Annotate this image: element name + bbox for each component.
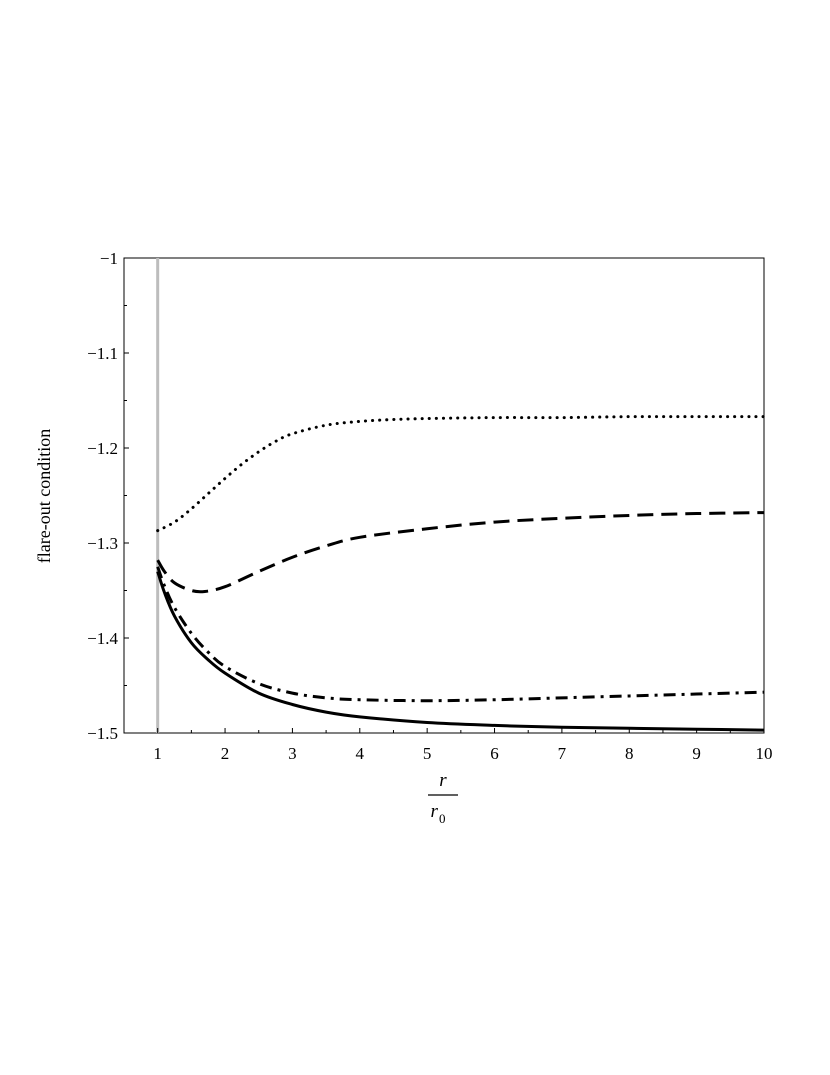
series-line-dashed [156,511,765,594]
y-tick-label: −1.3 [87,534,118,553]
y-tick-label: −1.1 [87,344,118,363]
x-axis-label-denominator-subscript: 0 [439,811,446,826]
y-tick-label: −1.2 [87,439,118,458]
x-axis-label-numerator: r [439,770,447,791]
x-axis-label-denominator: r0 [431,801,446,826]
series-line-solid [156,571,765,732]
y-tick-label: −1.5 [87,724,118,743]
x-tick-label: 5 [423,744,432,763]
y-tick-label: −1.4 [87,629,118,648]
y-axis-ticks: −1 −1.1 −1.2 −1.3 −1.4 −1.5 [87,249,129,743]
y-axis-label: flare-out condition [34,429,54,563]
x-tick-label: 8 [625,744,634,763]
x-tick-label: 1 [153,744,162,763]
x-tick-label: 10 [756,744,773,763]
series-layer [156,415,766,732]
x-tick-label: 9 [692,744,701,763]
y-tick-label: −1 [100,249,118,268]
x-tick-label: 4 [356,744,365,763]
x-axis-label: r r0 [428,770,458,826]
x-tick-label: 2 [221,744,230,763]
x-axis-label-denominator-base: r [431,801,439,822]
x-tick-label: 3 [288,744,297,763]
x-axis-ticks: 1 2 3 4 5 6 7 8 9 10 [153,728,773,763]
x-tick-label: 7 [558,744,567,763]
series-line-dashdot [156,566,765,703]
x-tick-label: 6 [490,744,499,763]
series-line-dotted [156,415,766,533]
